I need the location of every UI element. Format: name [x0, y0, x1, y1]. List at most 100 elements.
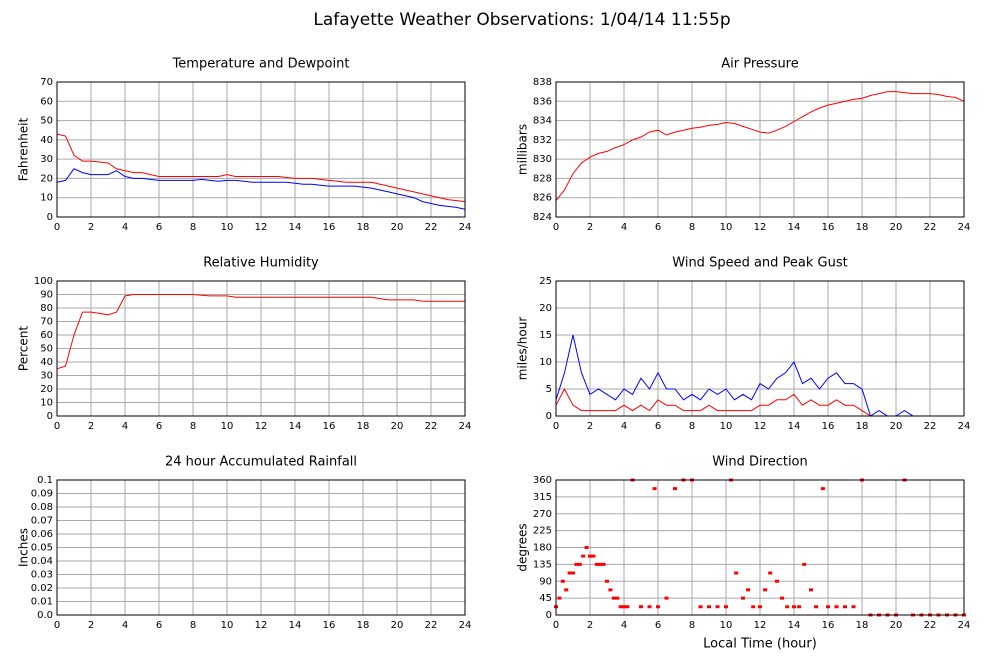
- x-tick-label: 20: [391, 421, 404, 432]
- data-point: [601, 562, 606, 566]
- y-axis-label: miles/hour: [516, 317, 530, 381]
- y-tick-label: 50: [40, 116, 53, 127]
- data-point: [594, 562, 599, 566]
- x-tick-label: 16: [822, 222, 835, 233]
- x-tick-label: 8: [689, 421, 695, 432]
- data-point: [611, 596, 616, 600]
- y-tick-label: 0: [47, 411, 53, 422]
- y-tick-label: 0.08: [31, 502, 53, 513]
- y-tick-label: 45: [539, 593, 552, 604]
- data-point: [768, 571, 773, 575]
- data-point: [814, 605, 819, 609]
- x-tick-label: 6: [156, 620, 162, 631]
- chart-title: Relative Humidity: [203, 256, 319, 271]
- chart-panel: Air Pressuremillibars8248268288308328348…: [516, 57, 971, 234]
- data-point: [577, 562, 582, 566]
- data-point: [851, 605, 856, 609]
- data-point: [698, 605, 703, 609]
- y-tick-label: 834: [533, 116, 552, 127]
- data-point: [809, 588, 813, 592]
- x-tick-label: 12: [754, 620, 767, 631]
- data-point: [560, 579, 565, 583]
- data-point: [656, 605, 660, 609]
- y-tick-label: 824: [533, 212, 552, 223]
- x-tick-label: 18: [357, 421, 370, 432]
- data-point: [707, 605, 711, 609]
- data-point: [780, 596, 785, 600]
- x-tick-label: 22: [425, 421, 438, 432]
- y-tick-label: 10: [539, 357, 552, 368]
- x-tick-label: 10: [221, 620, 234, 631]
- x-axis-label: Local Time (hour): [703, 637, 817, 652]
- y-axis-label: degrees: [516, 523, 530, 571]
- x-tick-label: 8: [190, 222, 196, 233]
- x-tick-label: 12: [754, 222, 767, 233]
- x-tick-label: 2: [587, 620, 593, 631]
- x-tick-label: 20: [890, 222, 903, 233]
- x-tick-label: 0: [54, 222, 60, 233]
- data-line: [555, 91, 965, 201]
- x-tick-label: 12: [754, 421, 767, 432]
- y-tick-label: 20: [40, 173, 53, 184]
- x-tick-label: 10: [720, 620, 733, 631]
- x-tick-label: 24: [958, 421, 971, 432]
- data-point: [826, 605, 830, 609]
- x-tick-label: 22: [924, 222, 937, 233]
- data-point: [625, 605, 630, 609]
- x-tick-label: 12: [255, 421, 268, 432]
- x-tick-label: 12: [255, 620, 268, 631]
- chart-title: Temperature and Dewpoint: [172, 57, 350, 72]
- x-tick-label: 10: [720, 222, 733, 233]
- x-tick-label: 18: [856, 421, 869, 432]
- y-tick-label: 0.06: [31, 529, 53, 540]
- y-tick-label: 20: [40, 384, 53, 395]
- plot-frame: [555, 81, 965, 218]
- y-tick-label: 0.02: [31, 583, 53, 594]
- plot-frame: [56, 280, 466, 417]
- chart-panel: Relative HumidityPercent0102030405060708…: [17, 256, 472, 433]
- x-tick-label: 22: [425, 222, 438, 233]
- y-tick-label: 0.05: [31, 543, 53, 554]
- x-tick-label: 24: [459, 421, 472, 432]
- y-tick-label: 0: [546, 411, 552, 422]
- x-tick-label: 6: [156, 421, 162, 432]
- x-tick-label: 16: [323, 421, 336, 432]
- x-tick-label: 10: [720, 421, 733, 432]
- data-line: [56, 133, 466, 203]
- data-point: [608, 588, 613, 592]
- data-point: [673, 487, 677, 491]
- data-point: [574, 562, 579, 566]
- x-tick-label: 4: [122, 222, 128, 233]
- data-line: [56, 168, 466, 210]
- y-tick-label: 0: [546, 610, 552, 621]
- y-tick-label: 270: [533, 509, 552, 520]
- data-point: [639, 605, 643, 609]
- x-tick-label: 10: [221, 421, 234, 432]
- plot-frame: [555, 479, 965, 616]
- y-tick-label: 0.07: [31, 516, 53, 527]
- x-tick-label: 0: [553, 222, 559, 233]
- data-point: [605, 579, 609, 583]
- data-point: [763, 588, 768, 592]
- x-tick-label: 16: [323, 222, 336, 233]
- x-tick-label: 0: [553, 421, 559, 432]
- y-tick-label: 30: [40, 371, 53, 382]
- x-tick-label: 18: [357, 222, 370, 233]
- x-tick-label: 22: [924, 620, 937, 631]
- y-tick-label: 10: [40, 398, 53, 409]
- y-tick-label: 90: [40, 290, 53, 301]
- data-point: [802, 562, 807, 566]
- x-tick-label: 18: [856, 620, 869, 631]
- x-tick-label: 14: [289, 620, 302, 631]
- y-tick-label: 0.01: [31, 597, 53, 608]
- y-tick-label: 70: [40, 77, 53, 88]
- data-point: [584, 546, 589, 549]
- x-tick-label: 24: [459, 620, 472, 631]
- y-tick-label: 0.04: [31, 556, 53, 567]
- data-point: [618, 605, 623, 609]
- x-tick-label: 0: [54, 421, 60, 432]
- y-axis-label: millibars: [516, 124, 530, 175]
- y-tick-label: 5: [546, 384, 552, 395]
- data-point: [834, 605, 839, 609]
- y-tick-label: 180: [533, 543, 552, 554]
